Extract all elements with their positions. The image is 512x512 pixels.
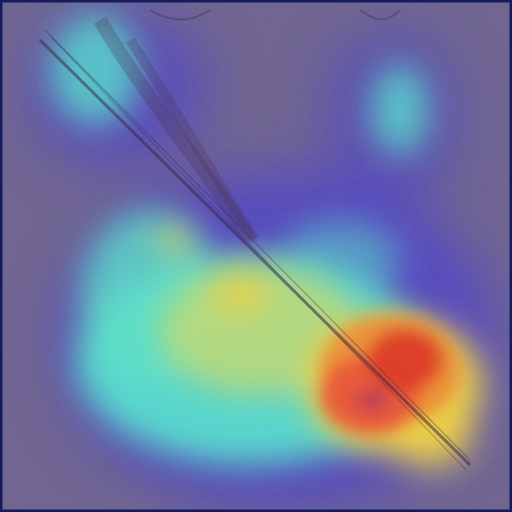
heatmap-image bbox=[0, 0, 512, 512]
heatmap-svg bbox=[0, 0, 512, 512]
frame bbox=[0, 0, 512, 512]
grain-texture bbox=[0, 0, 512, 512]
